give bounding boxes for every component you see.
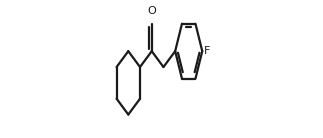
Text: F: F xyxy=(204,46,211,56)
Text: O: O xyxy=(147,6,156,16)
